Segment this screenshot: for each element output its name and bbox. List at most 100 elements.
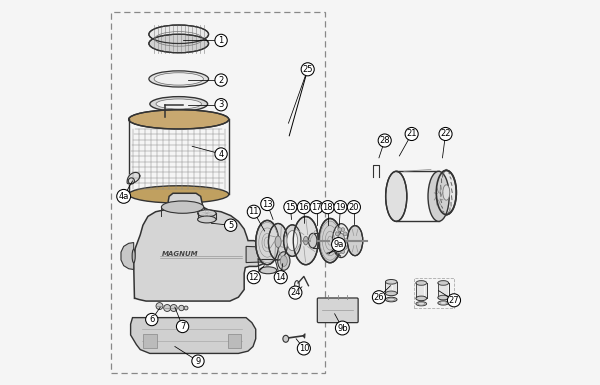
Circle shape xyxy=(298,342,310,355)
Ellipse shape xyxy=(280,256,287,266)
Polygon shape xyxy=(246,246,271,263)
Ellipse shape xyxy=(128,110,229,129)
Circle shape xyxy=(344,239,348,243)
Ellipse shape xyxy=(443,185,450,200)
Circle shape xyxy=(335,246,339,249)
Circle shape xyxy=(448,294,461,307)
Ellipse shape xyxy=(338,233,344,248)
Circle shape xyxy=(347,201,361,214)
Text: 14: 14 xyxy=(275,273,286,282)
Bar xyxy=(112,12,325,373)
Ellipse shape xyxy=(161,201,204,213)
Circle shape xyxy=(289,286,302,299)
Text: 19: 19 xyxy=(335,203,346,212)
Ellipse shape xyxy=(293,217,318,265)
Ellipse shape xyxy=(418,303,425,305)
Polygon shape xyxy=(121,243,134,270)
Circle shape xyxy=(261,198,274,211)
Ellipse shape xyxy=(132,249,135,263)
Ellipse shape xyxy=(385,297,397,302)
Circle shape xyxy=(224,219,237,231)
Text: 18: 18 xyxy=(322,203,333,212)
Ellipse shape xyxy=(332,224,350,258)
Ellipse shape xyxy=(416,302,427,306)
Circle shape xyxy=(117,189,131,203)
Text: 11: 11 xyxy=(248,207,259,216)
Ellipse shape xyxy=(347,226,363,256)
Ellipse shape xyxy=(197,216,216,223)
Ellipse shape xyxy=(154,73,203,85)
Bar xyxy=(413,278,454,308)
Ellipse shape xyxy=(440,302,446,305)
Circle shape xyxy=(310,201,323,214)
Circle shape xyxy=(332,238,346,251)
Ellipse shape xyxy=(319,219,341,263)
Ellipse shape xyxy=(320,233,328,248)
Circle shape xyxy=(338,228,341,231)
Circle shape xyxy=(184,306,188,310)
Text: 28: 28 xyxy=(379,136,390,145)
Ellipse shape xyxy=(386,171,407,221)
Ellipse shape xyxy=(438,281,449,285)
Circle shape xyxy=(343,232,347,236)
Text: 17: 17 xyxy=(311,203,322,212)
Circle shape xyxy=(335,321,349,335)
Ellipse shape xyxy=(428,171,449,221)
Circle shape xyxy=(215,148,227,160)
Circle shape xyxy=(298,201,310,214)
Ellipse shape xyxy=(278,252,290,270)
Text: 4: 4 xyxy=(218,149,224,159)
Text: 9a: 9a xyxy=(334,240,344,249)
Circle shape xyxy=(247,205,260,218)
Text: 7: 7 xyxy=(180,322,185,331)
Ellipse shape xyxy=(275,236,281,248)
Text: 1: 1 xyxy=(218,36,224,45)
Ellipse shape xyxy=(283,335,289,342)
Circle shape xyxy=(301,63,314,76)
Ellipse shape xyxy=(436,171,457,215)
Circle shape xyxy=(405,127,418,141)
Text: 20: 20 xyxy=(349,203,359,212)
Circle shape xyxy=(146,313,158,326)
Circle shape xyxy=(321,201,334,214)
Text: 24: 24 xyxy=(290,288,301,297)
Circle shape xyxy=(341,228,344,231)
Ellipse shape xyxy=(284,225,301,256)
Text: 2: 2 xyxy=(218,75,224,85)
Text: 13: 13 xyxy=(262,199,272,209)
Text: 10: 10 xyxy=(299,344,309,353)
Text: 21: 21 xyxy=(406,129,417,139)
Circle shape xyxy=(338,250,341,254)
Circle shape xyxy=(170,305,177,311)
Polygon shape xyxy=(131,318,256,353)
Polygon shape xyxy=(127,172,140,184)
Circle shape xyxy=(215,34,227,47)
Text: 25: 25 xyxy=(302,65,313,74)
Text: MAGNUM: MAGNUM xyxy=(162,251,199,257)
Text: 26: 26 xyxy=(374,293,384,302)
Text: 5: 5 xyxy=(228,221,233,230)
Text: 22: 22 xyxy=(440,129,451,139)
Text: 9b: 9b xyxy=(337,323,347,333)
Bar xyxy=(227,334,241,348)
Circle shape xyxy=(284,201,297,214)
Circle shape xyxy=(179,305,184,311)
Circle shape xyxy=(335,232,339,236)
Ellipse shape xyxy=(150,97,208,111)
Circle shape xyxy=(215,99,227,111)
Ellipse shape xyxy=(149,25,209,44)
Circle shape xyxy=(176,320,189,333)
Ellipse shape xyxy=(308,233,317,248)
Ellipse shape xyxy=(149,71,209,87)
Ellipse shape xyxy=(256,221,279,265)
Circle shape xyxy=(164,305,170,311)
Circle shape xyxy=(215,74,227,86)
Circle shape xyxy=(247,271,260,284)
Ellipse shape xyxy=(388,298,395,301)
Circle shape xyxy=(378,134,391,147)
Text: 6: 6 xyxy=(149,315,154,324)
Ellipse shape xyxy=(197,210,216,217)
Circle shape xyxy=(192,355,204,367)
Ellipse shape xyxy=(385,291,397,296)
Ellipse shape xyxy=(438,295,449,300)
